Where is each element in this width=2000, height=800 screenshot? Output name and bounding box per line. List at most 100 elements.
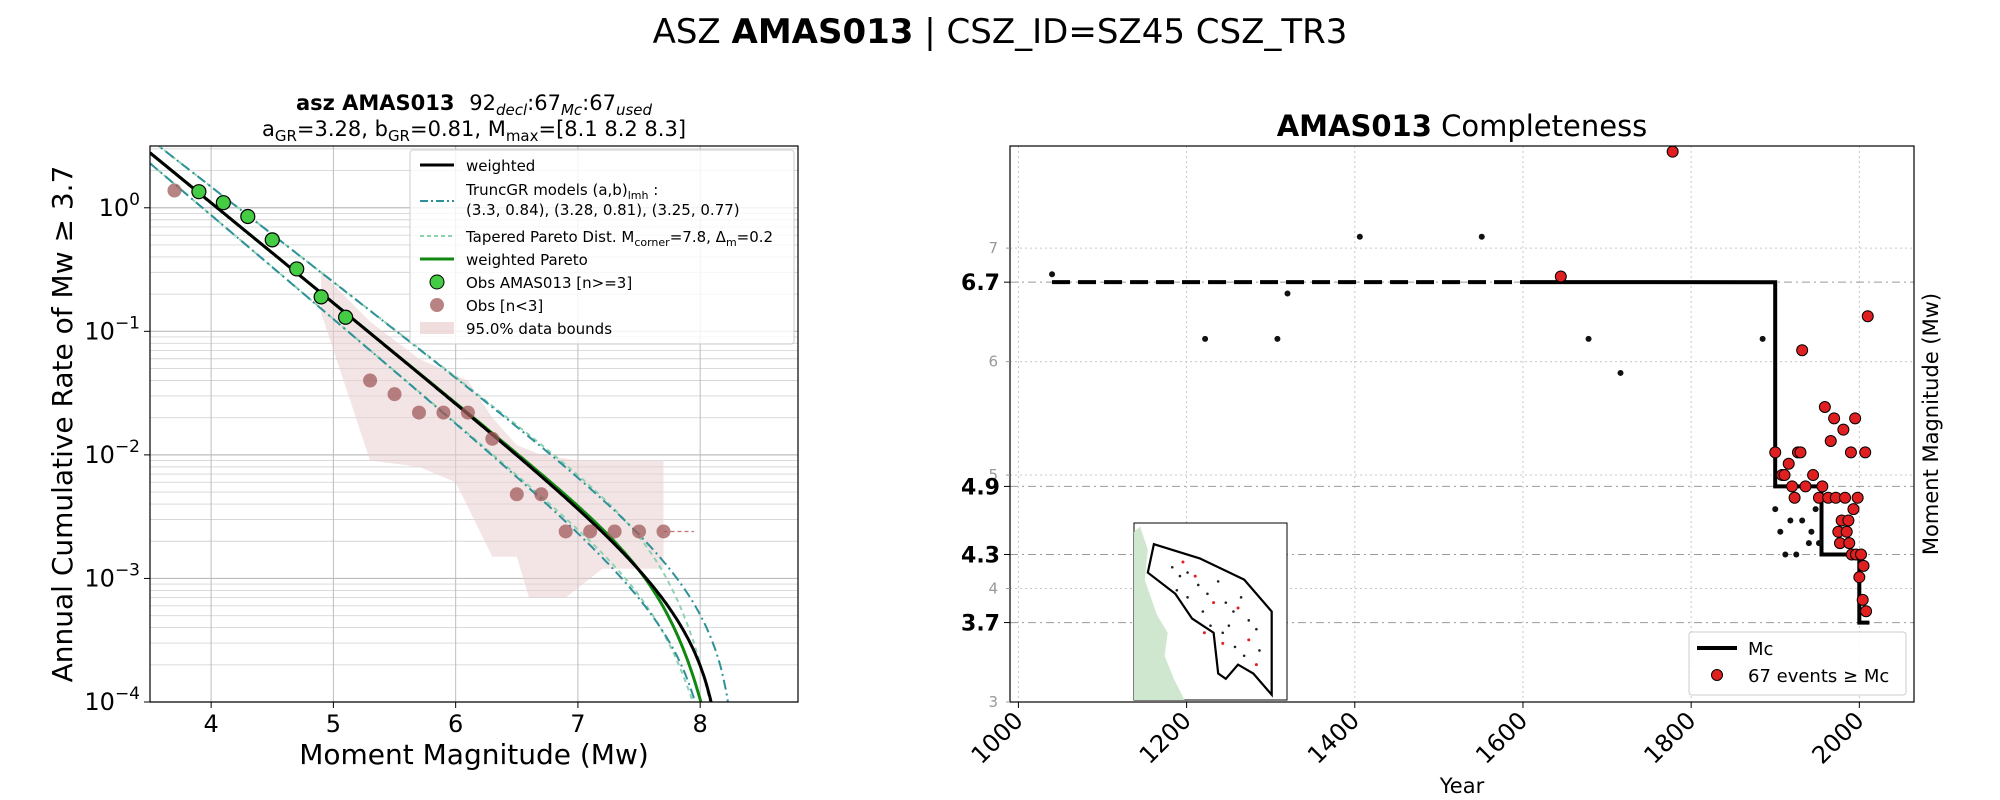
mc-tick-label: 4.3 <box>961 543 1000 568</box>
inset-black-dot <box>1242 654 1246 658</box>
y-tick-label: 10−1 <box>84 313 140 345</box>
legend-truncgr: TruncGR models (a,b)lmh : <box>465 181 658 202</box>
legend-frame <box>409 149 795 345</box>
inset-black-dot <box>1186 571 1189 574</box>
red-event <box>1778 469 1791 482</box>
y-tick-label: 10−2 <box>84 437 140 469</box>
inset-black-dot <box>1258 649 1261 652</box>
black-event <box>1812 506 1819 513</box>
red-event <box>1844 446 1857 459</box>
obs-used-point <box>191 184 207 200</box>
black-event <box>1805 540 1812 547</box>
black-event <box>1202 335 1209 342</box>
inset-zone-outline <box>1146 542 1273 698</box>
magnitude-frequency-chart: asz AMAS013 92decl:67Mc:67used aGR=3.28,… <box>46 91 799 771</box>
red-event <box>1857 559 1870 572</box>
black-event <box>1356 233 1363 240</box>
obs-used-point <box>289 261 305 277</box>
legend-truncgr-values: (3.3, 0.84), (3.28, 0.81), (3.25, 0.77) <box>466 201 740 219</box>
inset-red-dot <box>1236 606 1240 610</box>
right-title: AMAS013 Completeness <box>1277 109 1648 143</box>
x-tick-label: 1600 <box>1470 706 1533 769</box>
inset-red-dot <box>1221 641 1225 645</box>
y-minor-tick-label: 6 <box>988 353 998 371</box>
figure-title: ASZ AMAS013 | CSZ_ID=SZ45 CSZ_TR3 <box>653 12 1348 52</box>
obs-few-point <box>534 487 549 502</box>
y-minor-tick-label: 5 <box>988 466 998 484</box>
right-legend-frame <box>1688 631 1907 696</box>
x-tick-label: 7 <box>570 710 585 738</box>
right-legend: Mc 67 events ≥ Mc <box>1688 631 1907 696</box>
obs-few-point <box>632 524 647 539</box>
black-event <box>1808 528 1815 535</box>
obs-used-point <box>313 289 329 305</box>
red-event <box>1769 446 1782 459</box>
inset-black-dot <box>1233 645 1237 649</box>
inset-black-dot <box>1178 574 1182 578</box>
mc-tick-label: 6.7 <box>961 271 1000 296</box>
inset-black-dot <box>1247 619 1251 622</box>
left-ticks: 4 5 6 7 8 100 10−1 10−2 10−3 10−4 <box>84 190 707 738</box>
red-event <box>1861 310 1874 323</box>
red-event <box>1788 491 1801 504</box>
inset-black-dot <box>1221 631 1225 635</box>
right-ylabel: Moment Magnitude (Mw) <box>1919 293 1943 555</box>
inset-black-dot <box>1196 583 1200 587</box>
inset-content <box>1134 526 1273 700</box>
black-event <box>1787 517 1794 524</box>
inset-black-dot <box>1186 596 1189 599</box>
black-event <box>1815 540 1822 547</box>
obs-few-point <box>436 405 451 420</box>
red-event <box>1824 435 1837 448</box>
red-event <box>1859 446 1872 459</box>
red-event <box>1849 412 1862 425</box>
obs-used-point <box>240 208 256 225</box>
y-minor-tick-label: 7 <box>988 239 998 257</box>
black-event <box>1049 271 1056 278</box>
inset-black-dot <box>1255 627 1258 631</box>
black-event <box>1772 506 1779 513</box>
truncgr-line <box>150 162 696 702</box>
black-event <box>1793 551 1800 558</box>
black-event <box>1759 335 1766 342</box>
obs-few-point <box>583 524 598 539</box>
red-event <box>1839 491 1852 504</box>
right-xlabel: Year <box>1439 774 1485 798</box>
x-tick-label: 1200 <box>1134 706 1197 769</box>
black-event <box>1799 517 1806 524</box>
inset-black-dot <box>1224 601 1228 604</box>
figure-title-prefix: ASZ <box>653 12 721 52</box>
mc-tick-label: 3.7 <box>961 612 1000 637</box>
red-event <box>1828 412 1841 425</box>
red-event <box>1851 491 1864 504</box>
legend-events: 67 events ≥ Mc <box>1748 666 1889 687</box>
legend-obs-used-swatch <box>429 274 445 290</box>
inset-red-dot <box>1202 631 1206 635</box>
obs-few-point <box>363 373 378 388</box>
red-event <box>1799 480 1812 493</box>
x-tick-label: 1400 <box>1302 706 1365 769</box>
obs-few-point <box>411 405 426 420</box>
black-event <box>1782 551 1789 558</box>
left-axes-frame <box>149 145 799 703</box>
legend-obs-few: Obs [n<3] <box>466 297 543 315</box>
inset-red-dot <box>1193 574 1197 578</box>
x-tick-label: 8 <box>693 710 708 738</box>
red-event <box>1856 593 1869 606</box>
y-minor-tick-label: 4 <box>988 580 998 598</box>
mc-step-line <box>1522 280 1870 625</box>
legend-obs-few-swatch <box>430 298 444 312</box>
left-legend: weighted TruncGR models (a,b)lmh : (3.3,… <box>409 149 795 345</box>
red-event <box>1807 469 1820 482</box>
black-event <box>1478 233 1485 240</box>
red-event <box>1786 480 1799 493</box>
left-subtitle: aGR=3.28, bGR=0.81, Mmax=[8.1 8.2 8.3] <box>262 117 686 145</box>
inset-black-dot <box>1206 592 1209 596</box>
figure-title-bold: AMAS013 <box>732 12 914 52</box>
y-minor-tick-label: 3 <box>988 693 998 711</box>
red-event <box>1818 400 1831 413</box>
left-title-sub1: decl <box>496 101 528 119</box>
obs-few-point <box>509 487 524 502</box>
red-event <box>1853 571 1866 584</box>
x-tick-label: 1000 <box>966 706 1029 769</box>
